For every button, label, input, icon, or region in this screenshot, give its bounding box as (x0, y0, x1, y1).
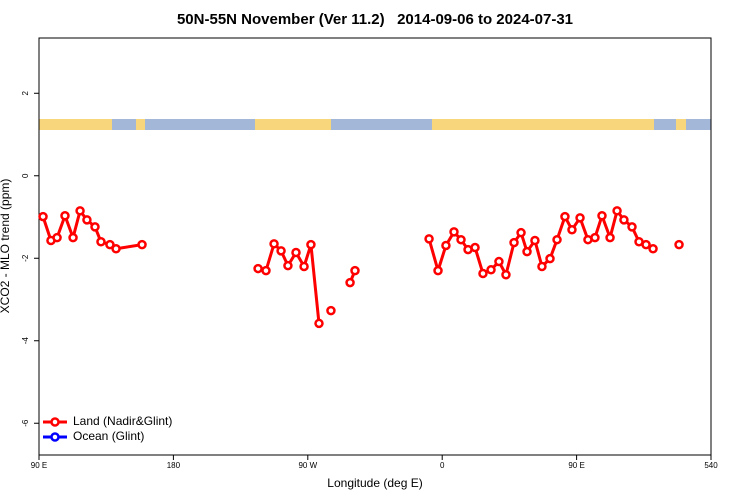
y-tick-label: 0 (21, 173, 30, 178)
data-point (269, 239, 279, 249)
data-point (137, 239, 147, 250)
data-point (494, 256, 504, 267)
data-point (619, 215, 629, 225)
x-tick-label: 180 (167, 461, 181, 470)
chart-title: 50N-55N November (Ver 11.2) 2014-09-06 t… (177, 11, 573, 28)
data-point (314, 318, 324, 329)
data-point (627, 222, 637, 232)
data-point (299, 261, 309, 272)
data-point (516, 227, 526, 238)
data-point (52, 232, 62, 243)
data-point (291, 247, 301, 258)
data-point (537, 261, 547, 272)
data-point (68, 232, 78, 243)
data-point (486, 265, 496, 275)
data-point (567, 225, 577, 235)
data-point (470, 242, 480, 253)
data-point (674, 239, 684, 250)
data-point (605, 232, 615, 243)
data-point (545, 253, 555, 264)
data-point (478, 268, 488, 279)
data-point (560, 211, 570, 222)
y-axis-label: XCO2 - MLO trend (ppm) (0, 179, 12, 314)
y-tick-label: -6 (21, 419, 30, 427)
y-tick-label: 2 (21, 90, 30, 95)
data-point (345, 277, 355, 288)
data-point (597, 211, 607, 221)
legend-marker (50, 417, 60, 427)
data-point (433, 265, 443, 276)
data-point (522, 246, 532, 257)
land-ocean-band (39, 119, 711, 130)
data-point (96, 237, 106, 247)
data-point (38, 211, 48, 222)
data-point (82, 215, 92, 225)
data-point (261, 265, 271, 276)
y-tick-label: -4 (21, 337, 30, 345)
x-tick-label: 90 E (31, 461, 47, 470)
data-point (90, 222, 100, 232)
data-point (283, 260, 293, 271)
data-line (43, 211, 679, 324)
legend-label: Ocean (Glint) (73, 429, 144, 443)
data-point (253, 263, 263, 274)
x-tick-label: 540 (704, 461, 718, 470)
data-point (612, 206, 622, 216)
data-point (441, 240, 451, 251)
legend-label: Land (Nadir&Glint) (73, 414, 172, 428)
data-point (575, 213, 585, 223)
x-axis-label: Longitude (deg E) (327, 476, 422, 490)
data-point (60, 211, 70, 221)
data-point (276, 246, 286, 256)
data-point (326, 305, 336, 316)
data-point (306, 239, 316, 250)
legend-marker (50, 432, 60, 442)
data-point (456, 234, 466, 245)
data-point (449, 227, 459, 237)
data-point (350, 265, 360, 276)
data-point (648, 244, 658, 254)
data-point (105, 239, 115, 250)
data-point (501, 270, 511, 280)
x-tick-label: 90 E (568, 461, 584, 470)
data-point (552, 234, 562, 245)
data-point (530, 235, 540, 246)
data-point (509, 237, 519, 248)
data-point (75, 206, 85, 216)
data-point (111, 244, 121, 254)
y-tick-label: -2 (21, 254, 30, 262)
x-tick-label: 90 W (298, 461, 317, 470)
plot-frame (38, 37, 712, 456)
data-point (641, 239, 651, 250)
x-tick-label: 0 (440, 461, 445, 470)
data-point (590, 232, 600, 243)
data-point (424, 234, 434, 244)
